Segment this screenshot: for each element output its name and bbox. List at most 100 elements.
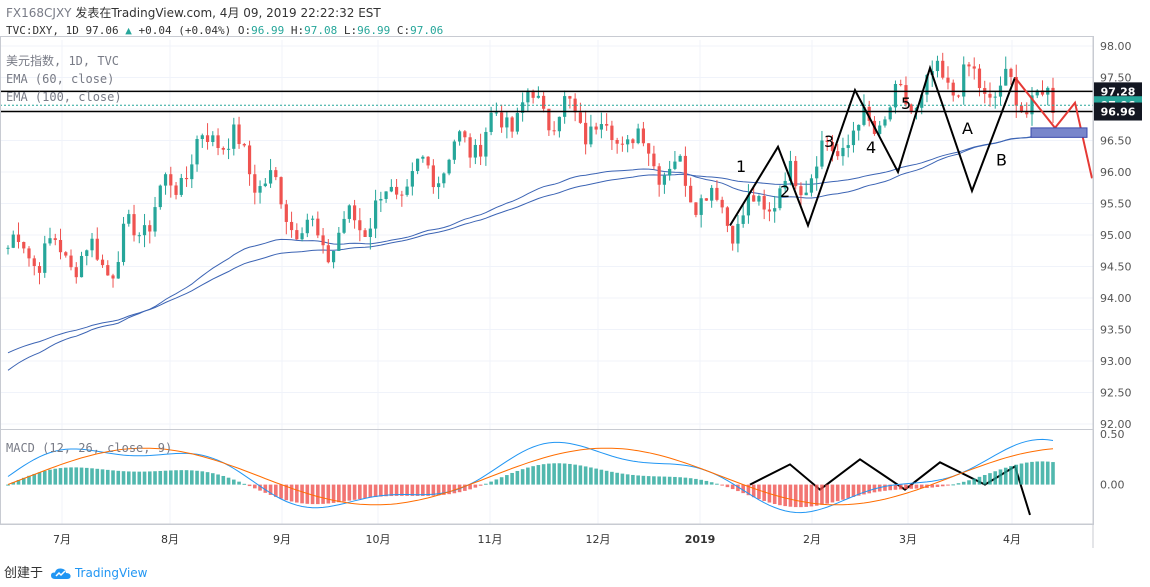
time-tick-label: 10月 <box>366 533 391 546</box>
legend-ema60[interactable]: EMA (60, close) <box>6 72 115 86</box>
macd-histogram-bar <box>489 481 493 485</box>
candle-body <box>920 94 924 108</box>
candle-body <box>116 262 120 279</box>
candle-body <box>421 156 425 159</box>
high-value: 97.08 <box>304 24 338 37</box>
candle-body <box>752 195 756 202</box>
macd-histogram-bar <box>856 484 861 496</box>
macd-histogram-bar <box>21 477 26 485</box>
macd-histogram-bar <box>610 471 614 485</box>
macd-histogram-bar <box>63 467 68 485</box>
candle-body <box>956 95 961 97</box>
candle-body <box>106 265 110 276</box>
candle-body <box>804 192 808 196</box>
price-tick-label: 96.00 <box>1100 166 1132 179</box>
published-label: 发表在TradingView.com, 4月 09, 2019 22:22:32… <box>75 6 381 20</box>
wave-label: 5 <box>901 94 911 113</box>
header-line-2: TVC:DXY, 1D 97.06 ▲ +0.04 (+0.04%) O:96.… <box>6 24 443 38</box>
macd-tick-label: 0.50 <box>1100 428 1125 441</box>
legend-title[interactable]: 美元指数, 1D, TVC <box>6 54 120 68</box>
price-tick-label: 94.00 <box>1100 292 1132 305</box>
candle-body <box>552 130 556 132</box>
candle-body <box>200 135 204 140</box>
macd-histogram-bar <box>205 472 210 485</box>
candles <box>6 52 1055 288</box>
macd-histogram-bar <box>37 472 42 485</box>
macd-histogram-bar <box>389 484 394 497</box>
macd-histogram-bar <box>914 484 919 489</box>
tradingview-logo[interactable]: TradingView <box>51 566 148 580</box>
time-tick-label: 11月 <box>478 533 503 546</box>
macd-histogram-bar <box>1019 463 1024 485</box>
macd-histogram-bar <box>804 484 808 507</box>
candle-body <box>22 242 26 249</box>
candle-body <box>352 205 357 221</box>
candle-body <box>668 168 672 176</box>
macd-histogram-bar <box>247 484 252 487</box>
candle-body <box>547 108 551 131</box>
candle-body <box>893 83 898 108</box>
candle-body <box>305 219 309 234</box>
macd-histogram-bar <box>982 475 987 485</box>
candle-body <box>867 106 871 121</box>
macd-histogram-bar <box>583 466 588 485</box>
footer: 创建于 TradingView <box>4 562 148 581</box>
macd-histogram-bar <box>652 476 656 485</box>
candle-body <box>494 112 498 114</box>
macd-histogram-bar <box>478 484 483 486</box>
macd-histogram-bar <box>352 484 357 500</box>
candle-body <box>757 196 761 202</box>
macd-histogram-bar <box>615 472 619 485</box>
macd-histogram-bar <box>599 469 604 485</box>
macd-histogram-bar <box>720 484 724 486</box>
macd-histogram-bar <box>552 463 556 485</box>
candle-body <box>536 95 540 98</box>
time-tick-label: 2月 <box>803 533 821 546</box>
signal-line <box>7 447 1054 506</box>
candle-body <box>100 259 105 266</box>
macd-histogram-bar <box>846 484 851 499</box>
macd-histogram-bar <box>862 484 866 495</box>
candle-body <box>925 74 929 95</box>
candle-body <box>1004 68 1008 86</box>
macd-histogram-bar <box>16 480 21 485</box>
macd-histogram-bar <box>741 484 745 494</box>
ema60-line <box>7 133 1054 371</box>
price-label-text: 96.96 <box>1101 106 1136 119</box>
candle-body <box>479 144 483 157</box>
macd-tick-label: 0.00 <box>1100 479 1125 492</box>
candle-body <box>641 128 646 144</box>
macd-pane <box>6 438 1055 514</box>
candle-body <box>741 215 745 224</box>
candle-body <box>358 220 362 231</box>
macd-histogram-bar <box>358 484 362 500</box>
legend-macd[interactable]: MACD (12, 26, close, 9) <box>6 441 173 455</box>
macd-histogram-bar <box>673 476 677 485</box>
candle-body <box>121 223 126 263</box>
candle-body <box>704 198 709 201</box>
symbol-label[interactable]: FX168CJXY <box>6 6 72 20</box>
time-tick-label: 2019 <box>685 533 716 546</box>
candle-body <box>662 175 667 185</box>
macd-histogram-bar <box>379 484 383 497</box>
macd-histogram-bar <box>783 484 787 507</box>
macd-histogram-bar <box>405 484 409 496</box>
candle-body <box>405 186 409 195</box>
macd-histogram-bar <box>90 468 94 485</box>
candle-body <box>473 144 477 158</box>
legend-ema100[interactable]: EMA (100, close) <box>6 90 122 104</box>
macd-histogram-bar <box>1003 467 1008 485</box>
open-value: 96.99 <box>251 24 285 37</box>
low-label: L: <box>343 24 358 37</box>
candle-body <box>64 252 68 256</box>
macd-histogram-bar <box>321 484 325 504</box>
macd-histogram-bar <box>132 471 136 485</box>
macd-histogram-bar <box>331 484 336 503</box>
macd-histogram-bar <box>704 480 709 485</box>
last-price: 97.06 <box>85 24 119 37</box>
candle-body <box>484 131 488 157</box>
candle-body <box>1030 95 1034 115</box>
macd-histogram-bar <box>736 484 740 492</box>
macd-histogram-bar <box>1035 461 1040 485</box>
macd-histogram-bar <box>69 467 73 485</box>
